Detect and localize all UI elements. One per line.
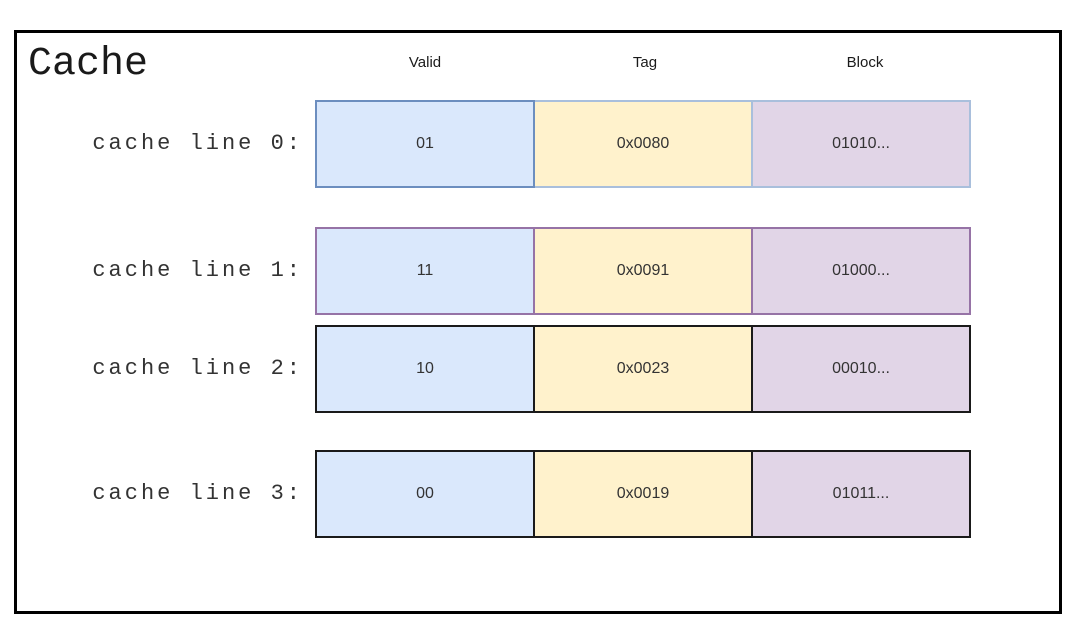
cache-line-3-block-cell: 01011... (751, 450, 971, 538)
diagram-title: Cache (28, 42, 149, 87)
cache-line-1-tag-cell: 0x0091 (533, 227, 753, 315)
cache-line-3-row: 00 0x0019 01011... (315, 450, 971, 538)
cache-line-0-block-cell: 01010... (751, 100, 971, 188)
column-header-tag: Tag (632, 54, 658, 71)
cache-line-1-valid-cell: 11 (315, 227, 535, 315)
cache-line-0-tag-cell: 0x0080 (533, 100, 753, 188)
cache-line-2-row: 10 0x0023 00010... (315, 325, 971, 413)
cache-line-1-label: cache line 1: (92, 258, 303, 283)
cache-line-2-label: cache line 2: (92, 356, 303, 381)
cache-line-0-valid-cell: 01 (315, 100, 535, 188)
cache-line-2-block-cell: 00010... (751, 325, 971, 413)
cache-line-1-row: 11 0x0091 01000... (315, 227, 971, 315)
cache-line-0-row: 01 0x0080 01010... (315, 100, 971, 188)
cache-line-1-block-cell: 01000... (751, 227, 971, 315)
cache-line-2-tag-cell: 0x0023 (533, 325, 753, 413)
cache-line-3-label: cache line 3: (92, 481, 303, 506)
cache-line-3-tag-cell: 0x0019 (533, 450, 753, 538)
column-header-block: Block (846, 54, 884, 71)
cache-line-3-valid-cell: 00 (315, 450, 535, 538)
cache-line-0-label: cache line 0: (92, 131, 303, 156)
column-header-valid: Valid (408, 54, 442, 71)
cache-line-2-valid-cell: 10 (315, 325, 535, 413)
